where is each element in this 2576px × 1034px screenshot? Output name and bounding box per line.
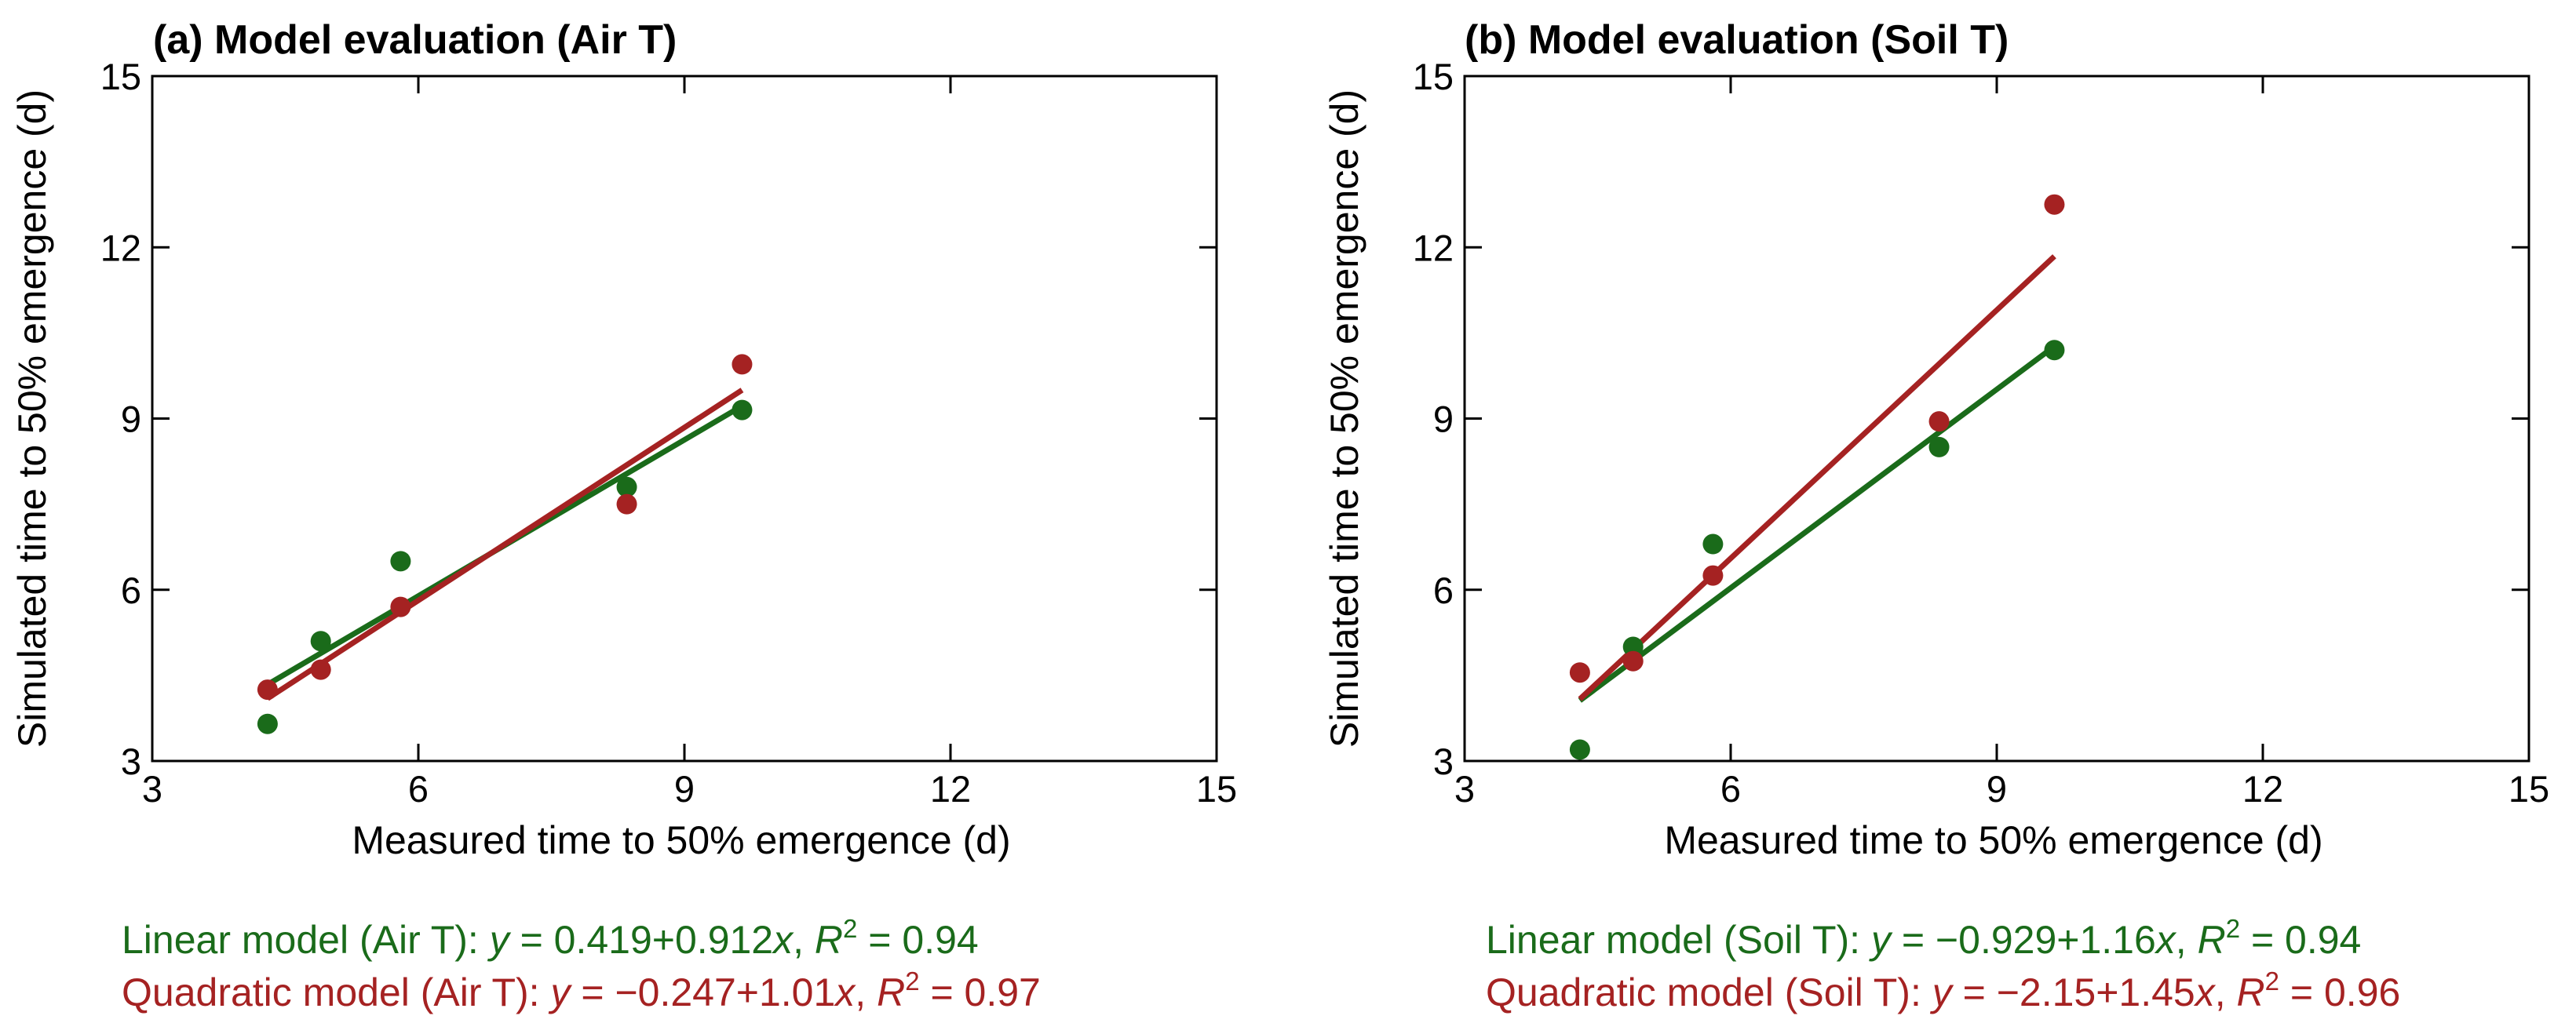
x-tick-label: 9 xyxy=(1987,768,2007,810)
x-axis-label: Measured time to 50% emergence (d) xyxy=(1664,818,2322,862)
quadratic-data-point xyxy=(257,679,278,701)
y-tick-label: 15 xyxy=(1413,56,1454,97)
y-axis-label: Simulated time to 50% emergence (d) xyxy=(1323,89,1366,748)
x-tick-label: 9 xyxy=(674,768,695,810)
linear-data-point xyxy=(732,399,753,421)
y-tick-label: 9 xyxy=(121,399,141,440)
quadratic-data-point xyxy=(616,493,637,515)
x-tick-label: 15 xyxy=(2508,768,2549,810)
x-tick-label: 3 xyxy=(142,768,162,810)
quadratic-equation: Quadratic model (Air T): y = −0.247+1.01… xyxy=(122,967,1041,1014)
linear-data-point xyxy=(2044,340,2065,361)
linear-data-point xyxy=(1928,436,1950,457)
chart-title: (a) Model evaluation (Air T) xyxy=(153,17,677,63)
x-axis-label: Measured time to 50% emergence (d) xyxy=(352,818,1010,862)
quadratic-fit-line xyxy=(265,388,744,701)
quadratic-data-point xyxy=(1622,650,1644,672)
y-tick-label: 6 xyxy=(121,570,141,611)
linear-data-point xyxy=(1702,533,1724,555)
x-tick-label: 6 xyxy=(408,768,429,810)
x-tick-label: 6 xyxy=(1720,768,1741,810)
y-tick-label: 3 xyxy=(121,741,141,782)
quadratic-fit-line xyxy=(1578,254,2056,701)
panel-b-soil-t: (b) Model evaluation (Soil T) 3 6 9 12 15 3 6 9 1… xyxy=(1323,17,2549,1014)
linear-data-point xyxy=(616,476,637,497)
quadratic-data-point xyxy=(390,596,411,617)
linear-data-point xyxy=(1569,739,1590,760)
x-tick-label: 15 xyxy=(1196,768,1237,810)
y-tick-label: 9 xyxy=(1433,399,1454,440)
linear-equation: Linear model (Air T): y = 0.419+0.912x, … xyxy=(122,914,979,962)
y-tick-label: 12 xyxy=(100,227,141,268)
x-tick-label: 12 xyxy=(2242,768,2283,810)
y-tick-label: 12 xyxy=(1413,227,1454,268)
quadratic-data-point xyxy=(310,659,331,680)
y-tick-label: 3 xyxy=(1433,741,1454,782)
linear-data-point xyxy=(1622,636,1644,657)
y-tick-label: 6 xyxy=(1433,570,1454,611)
linear-data-point xyxy=(390,551,411,572)
x-tick-label: 3 xyxy=(1454,768,1475,810)
quadratic-equation: Quadratic model (Soil T): y = −2.15+1.45… xyxy=(1486,967,2400,1014)
quadratic-data-point xyxy=(2044,194,2065,215)
linear-equation: Linear model (Soil T): y = −0.929+1.16x,… xyxy=(1486,914,2361,962)
quadratic-data-point xyxy=(1928,411,1950,432)
chart-title: (b) Model evaluation (Soil T) xyxy=(1465,17,2009,63)
linear-data-point xyxy=(310,631,331,652)
quadratic-data-point xyxy=(1702,565,1724,586)
linear-data-point xyxy=(257,713,278,734)
quadratic-data-point xyxy=(1569,662,1590,683)
panel-a-air-t: (a) Model evaluation (Air T) 3 6 9 12 15 3 6 9 12… xyxy=(10,17,1237,1014)
quadratic-data-point xyxy=(732,354,753,375)
y-axis-label: Simulated time to 50% emergence (d) xyxy=(10,89,54,748)
x-tick-label: 12 xyxy=(930,768,971,810)
y-tick-label: 15 xyxy=(100,56,141,97)
linear-fit-line xyxy=(1578,344,2056,703)
